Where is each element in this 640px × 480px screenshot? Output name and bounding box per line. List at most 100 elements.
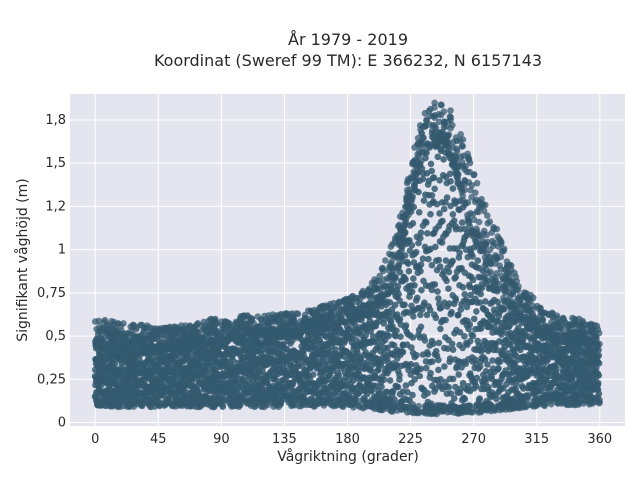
data-point <box>178 326 185 334</box>
data-point <box>452 383 459 391</box>
data-point <box>413 351 420 359</box>
data-point <box>380 376 388 384</box>
data-point <box>442 123 450 130</box>
data-point <box>572 394 579 402</box>
data-point <box>469 332 477 340</box>
data-point <box>429 358 436 365</box>
data-point <box>465 402 472 409</box>
data-point <box>496 358 504 365</box>
data-point <box>410 275 417 282</box>
data-point <box>512 273 520 281</box>
data-point <box>346 316 354 324</box>
data-point <box>435 339 443 347</box>
data-point <box>170 331 178 339</box>
data-point <box>469 276 477 284</box>
data-point <box>202 327 210 334</box>
data-point <box>488 229 496 236</box>
data-point <box>457 306 465 313</box>
data-point <box>553 365 560 372</box>
data-point <box>415 209 423 216</box>
data-point <box>150 396 157 404</box>
data-point <box>540 324 547 331</box>
data-point <box>436 263 444 270</box>
data-point <box>474 257 482 264</box>
data-point <box>461 333 468 340</box>
data-point <box>393 327 400 335</box>
data-point <box>440 130 447 138</box>
data-point <box>499 284 507 291</box>
data-point <box>414 134 422 142</box>
data-point <box>459 379 467 387</box>
data-point <box>419 175 427 183</box>
data-point <box>430 340 437 348</box>
data-point <box>427 369 434 377</box>
data-point <box>493 395 500 403</box>
data-point <box>419 255 427 262</box>
data-point <box>449 257 457 265</box>
data-point <box>458 219 466 226</box>
data-point <box>315 382 323 390</box>
data-point <box>437 325 444 333</box>
data-point <box>417 261 425 268</box>
data-point <box>450 395 458 402</box>
data-point <box>446 170 454 178</box>
data-point <box>446 113 454 120</box>
data-point <box>480 207 488 215</box>
data-point <box>335 299 342 306</box>
data-point <box>392 332 399 340</box>
data-point <box>419 135 427 142</box>
data-point <box>390 342 398 349</box>
data-point <box>449 121 456 129</box>
data-point <box>548 333 556 341</box>
data-point <box>517 296 524 303</box>
data-point <box>445 268 453 276</box>
data-point <box>386 299 394 306</box>
data-point <box>219 328 226 336</box>
data-point <box>402 382 410 389</box>
data-point <box>309 371 317 378</box>
data-point <box>452 273 460 281</box>
data-point <box>476 299 484 306</box>
data-point <box>481 356 489 363</box>
data-point <box>443 194 451 201</box>
data-point <box>411 376 419 383</box>
data-point <box>495 364 502 372</box>
data-point <box>93 397 101 404</box>
data-point <box>448 308 455 316</box>
data-point <box>494 298 502 306</box>
data-point <box>361 396 369 404</box>
data-point <box>595 360 603 367</box>
data-point <box>467 337 474 345</box>
data-point <box>465 156 473 163</box>
data-point <box>410 168 417 176</box>
data-point <box>444 345 452 353</box>
data-point <box>466 321 474 328</box>
data-point <box>434 153 442 161</box>
data-point <box>258 347 266 354</box>
data-point <box>484 212 491 219</box>
data-point <box>409 220 417 227</box>
data-point <box>457 385 465 392</box>
data-point <box>99 395 106 403</box>
data-point <box>320 313 327 321</box>
data-point <box>173 395 181 403</box>
data-point <box>407 360 415 368</box>
data-point <box>470 315 478 323</box>
data-point <box>544 333 551 341</box>
data-point <box>399 348 407 356</box>
data-point <box>467 291 474 299</box>
data-point <box>426 306 434 314</box>
data-point <box>454 163 461 170</box>
data-point <box>111 360 119 368</box>
data-point <box>482 257 490 265</box>
data-point <box>262 400 269 408</box>
data-point <box>391 301 399 309</box>
data-point <box>417 229 425 236</box>
data-point <box>421 337 429 344</box>
data-point <box>435 366 442 374</box>
data-point <box>408 288 416 296</box>
data-point <box>137 321 144 329</box>
data-point <box>182 388 190 396</box>
data-point <box>459 344 467 352</box>
data-point <box>229 357 237 364</box>
